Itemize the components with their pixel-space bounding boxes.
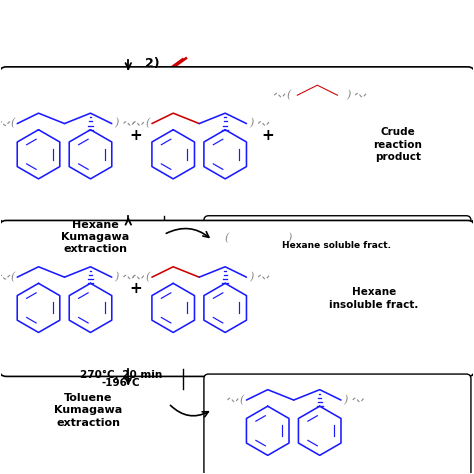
Text: ): ) bbox=[344, 395, 348, 405]
Text: ): ) bbox=[249, 118, 254, 129]
Text: Hexane
Kumagawa
extraction: Hexane Kumagawa extraction bbox=[61, 219, 129, 255]
Polygon shape bbox=[170, 267, 176, 283]
Text: ): ) bbox=[249, 272, 254, 283]
Text: ): ) bbox=[114, 118, 118, 129]
Polygon shape bbox=[170, 113, 176, 130]
Text: Crude
reaction
product: Crude reaction product bbox=[373, 128, 422, 162]
FancyBboxPatch shape bbox=[0, 67, 474, 223]
Text: +: + bbox=[129, 128, 142, 143]
Text: -196°C: -196°C bbox=[102, 378, 140, 388]
Text: (: ( bbox=[10, 272, 15, 283]
Polygon shape bbox=[35, 113, 42, 130]
FancyBboxPatch shape bbox=[204, 216, 471, 261]
Text: Toluene
Kumagawa
extraction: Toluene Kumagawa extraction bbox=[54, 393, 122, 428]
Text: 270°C, 20 min: 270°C, 20 min bbox=[80, 370, 162, 380]
Text: (: ( bbox=[286, 90, 291, 100]
Polygon shape bbox=[35, 267, 42, 283]
FancyBboxPatch shape bbox=[0, 220, 474, 376]
Text: (: ( bbox=[145, 118, 149, 129]
Text: (: ( bbox=[239, 395, 244, 405]
Text: ): ) bbox=[346, 90, 350, 100]
Text: +: + bbox=[129, 282, 142, 297]
FancyBboxPatch shape bbox=[204, 374, 471, 474]
Text: ): ) bbox=[287, 233, 292, 243]
Text: (: ( bbox=[225, 233, 229, 243]
Polygon shape bbox=[264, 390, 271, 406]
Text: Hexane soluble fract.: Hexane soluble fract. bbox=[282, 241, 391, 250]
Text: +: + bbox=[261, 128, 274, 143]
Text: (: ( bbox=[10, 118, 15, 129]
Text: Hexane
insoluble fract.: Hexane insoluble fract. bbox=[329, 287, 419, 310]
Text: (: ( bbox=[145, 272, 149, 283]
Text: ): ) bbox=[114, 272, 118, 283]
Text: 2): 2) bbox=[145, 57, 159, 70]
